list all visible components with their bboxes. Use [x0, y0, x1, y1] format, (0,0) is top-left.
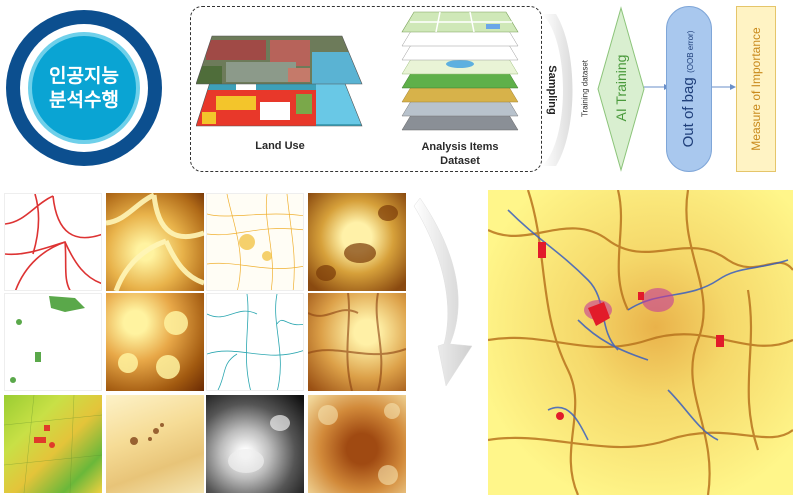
badge-line-2: 분석수행: [49, 89, 119, 111]
ai-training-label: AI Training: [613, 54, 629, 122]
importance-box: [736, 6, 776, 172]
map-tile-elevation: [206, 395, 304, 493]
oob-capsule: [666, 6, 712, 172]
sampling-curved-arrow: [542, 14, 573, 166]
map-tile-road-distance: [106, 193, 204, 291]
result-arrow: [413, 197, 473, 387]
dataset-box: [190, 6, 542, 172]
map-tile-urban-area: [4, 293, 102, 391]
map-tile-streams: [206, 293, 304, 391]
map-tile-roads: [4, 193, 102, 291]
map-tile-forest: [308, 395, 406, 493]
map-tile-population: [106, 395, 204, 493]
land-use-layers-illustration: [196, 35, 363, 127]
map-tile-slope: [308, 193, 406, 291]
badge-line-1: 인공지능: [49, 65, 119, 87]
map-tile-buildings: [206, 193, 304, 291]
result-suitability-map: [488, 190, 793, 495]
sampling-label: Sampling: [546, 65, 558, 115]
map-tile-stream-distance: [308, 293, 406, 391]
analysis-items-caption-line-2: Dataset: [440, 155, 480, 167]
analysis-items-layers-illustration: [401, 11, 519, 131]
analysis-items-caption: Analysis Items Dataset: [405, 140, 515, 168]
badge-text: 인공지능 분석수행: [28, 32, 140, 144]
importance-label: Measure of Importance: [749, 27, 763, 151]
map-tile-urban-distance: [106, 293, 204, 391]
oob-label-sub: (OOB error): [686, 30, 695, 73]
training-dataset-label: Training dataset: [580, 59, 590, 118]
analysis-items-caption-line-1: Analysis Items: [421, 141, 499, 153]
ai-training-diamond: [597, 6, 645, 172]
map-tile-land-price: [4, 395, 102, 493]
land-use-caption: Land Use: [255, 140, 305, 152]
flow-arrows: [644, 84, 736, 90]
oob-label: Out of bag (OOB error): [680, 29, 698, 149]
badge-inner-circle: [28, 32, 140, 144]
oob-label-main: Out of bag: [680, 77, 697, 148]
